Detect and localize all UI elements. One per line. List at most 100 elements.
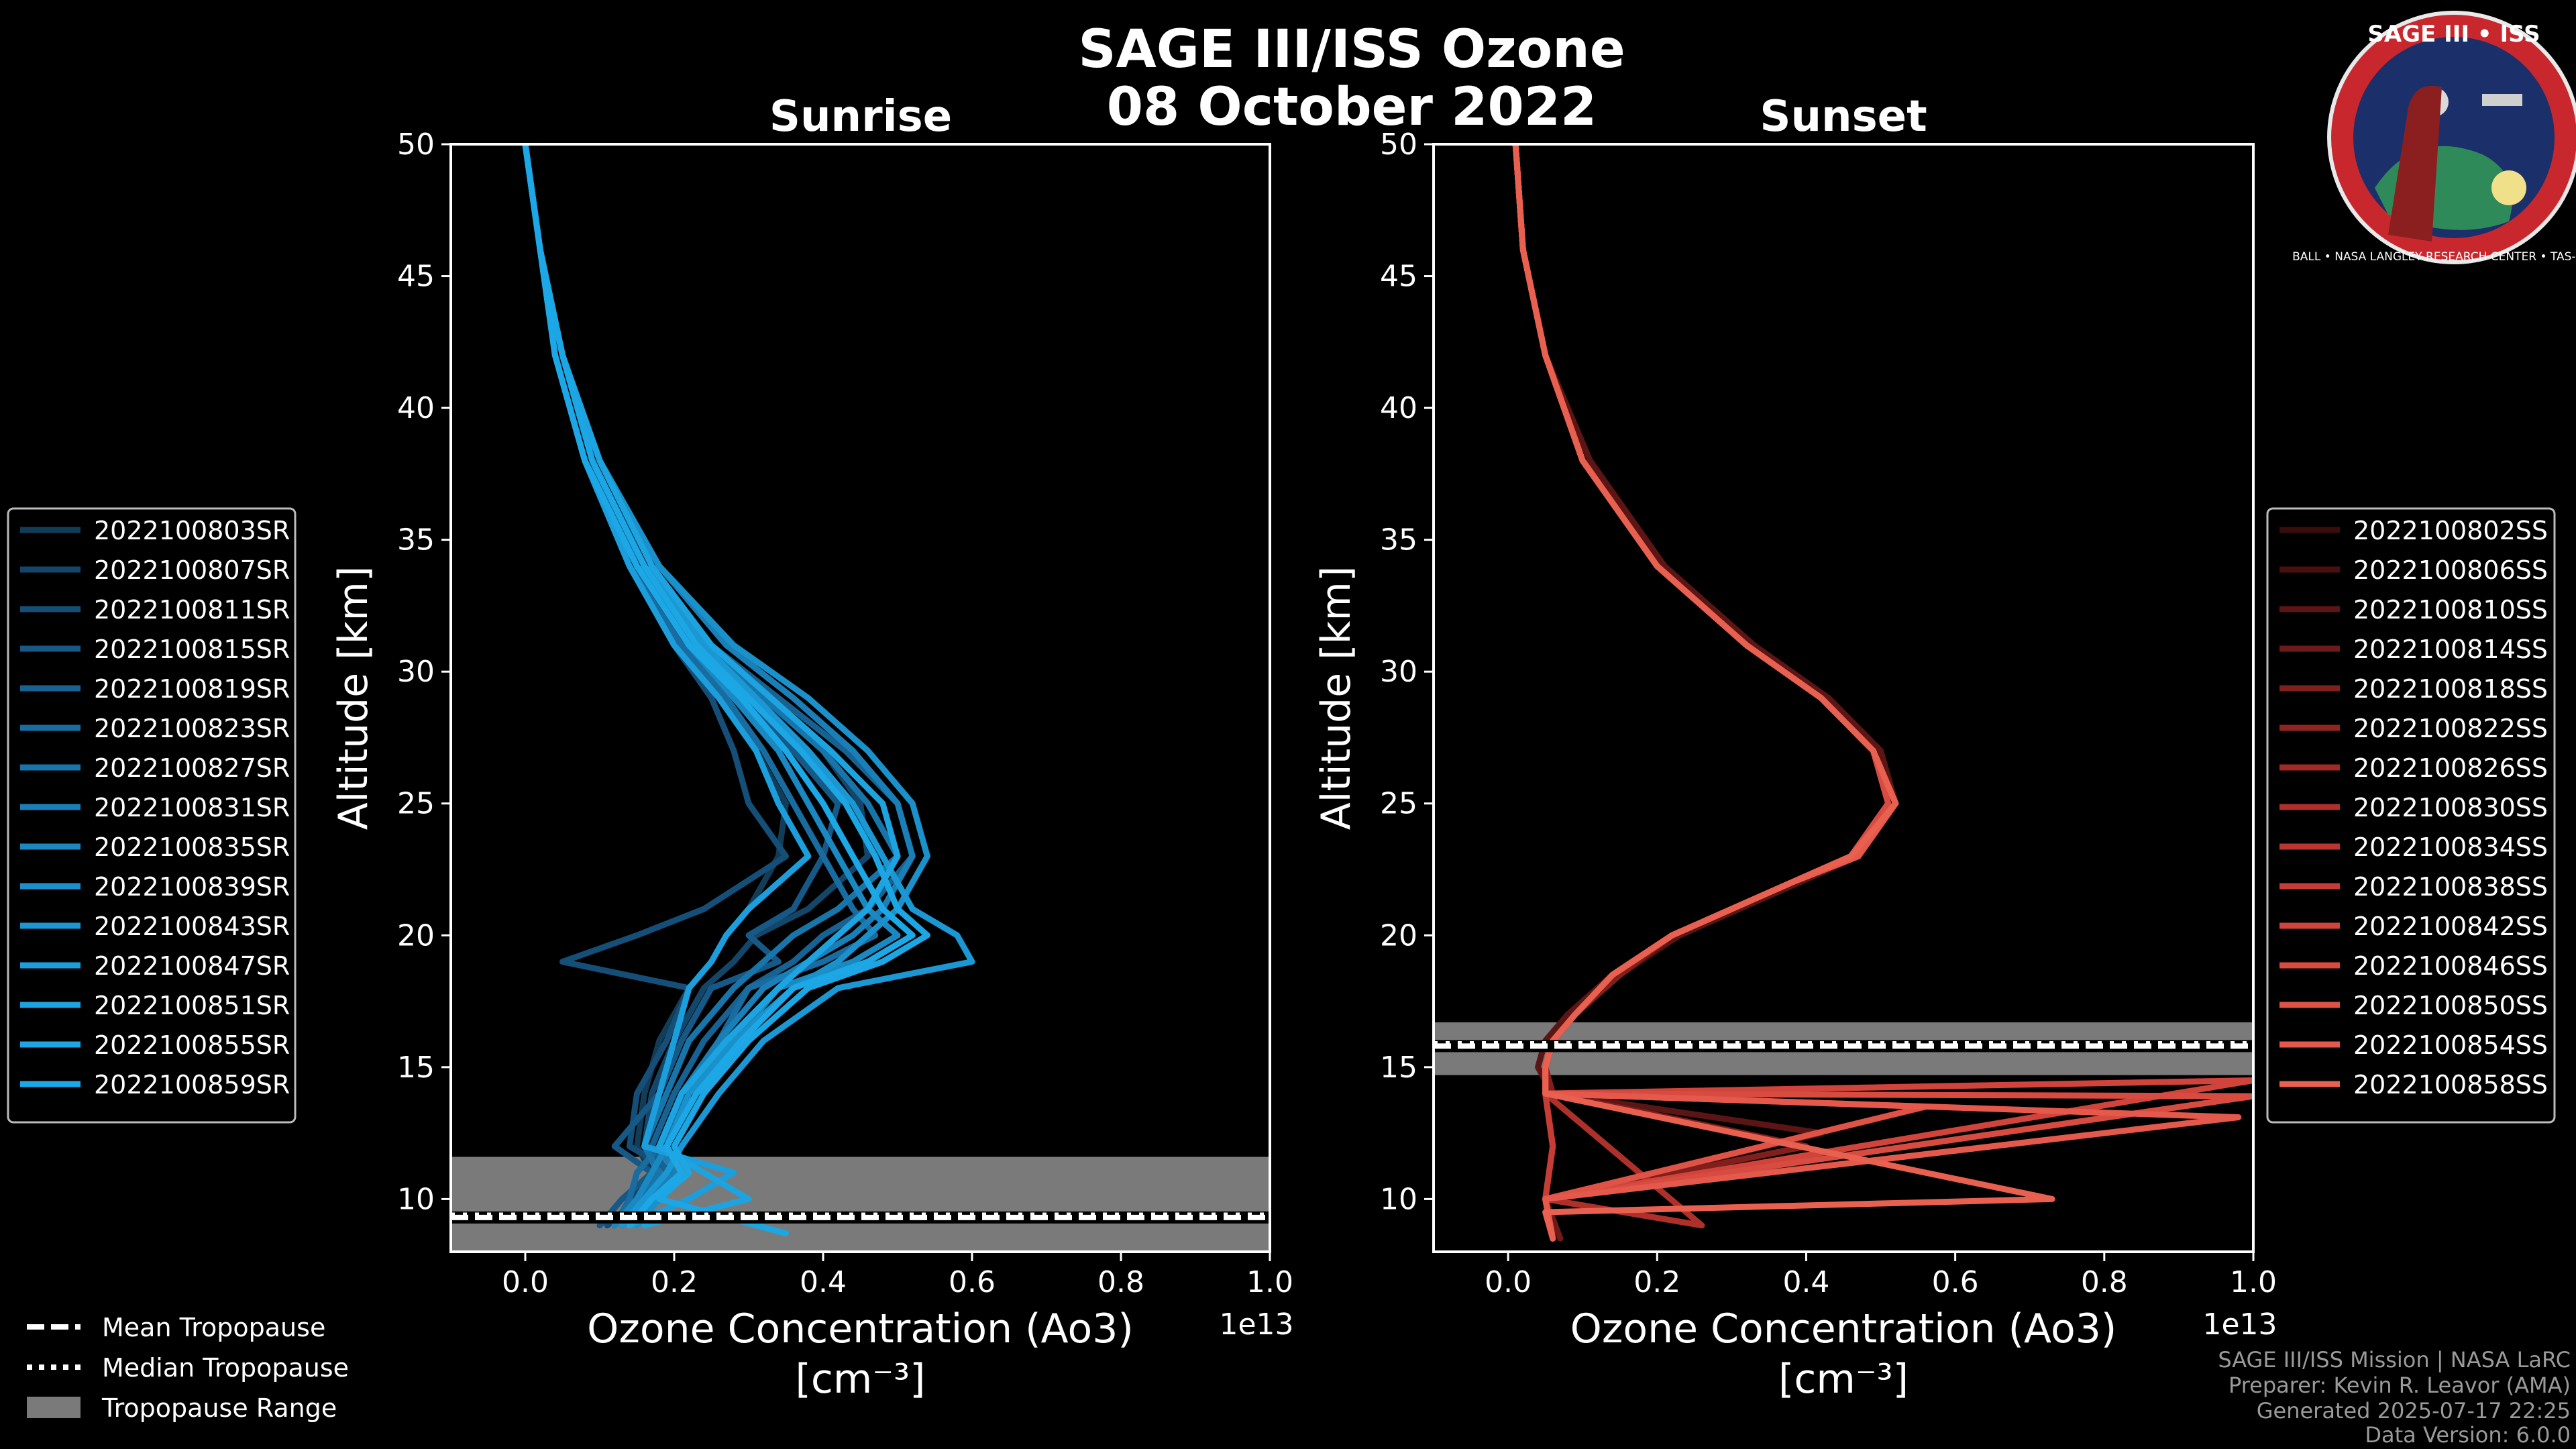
- sunrise-ytick-label: 10: [397, 1182, 435, 1216]
- tropopause-range-swatch: [27, 1397, 80, 1418]
- sunrise-legend-label: 2022100831SR: [94, 793, 290, 822]
- sunrise-xtick-label: 0.2: [651, 1265, 698, 1299]
- sunrise-legend-box: [7, 507, 297, 1124]
- sunrise-xlabel: Ozone Concentration (Ao3): [587, 1305, 1134, 1352]
- sunset-xlabel-units: [cm⁻³]: [1778, 1356, 1909, 1403]
- sunrise-ytick-label: 45: [397, 260, 435, 294]
- sunrise-legend: 2022100803SR 2022100807SR 2022100811SR 2022…: [7, 507, 297, 1124]
- sunrise-plot-area: [451, 144, 1270, 1252]
- credit-generated: Generated 2025-07-17 22:25: [2257, 1398, 2571, 1424]
- sunrise-xlabel-units: [cm⁻³]: [796, 1356, 926, 1403]
- sunrise-ytick-label: 20: [397, 918, 435, 953]
- sunset-legend-label: 2022100818SS: [2353, 674, 2548, 704]
- iss-icon: [2482, 94, 2522, 106]
- sunrise-legend-label: 2022100855SR: [94, 1030, 290, 1060]
- sunset-panel: 0.0 0.2 0.4 0.6 0.8 1.0 10 15 20 25 30 35 40 45 50 1e13…: [1313, 92, 2277, 1403]
- sunset-legend-label: 2022100854SS: [2353, 1030, 2548, 1060]
- sunset-ytick-label: 35: [1380, 523, 1417, 557]
- sunrise-ytick-label: 15: [397, 1051, 435, 1085]
- sunset-ylabel: Altitude [km]: [1313, 566, 1360, 830]
- sunrise-xtick-label: 0.8: [1097, 1265, 1144, 1299]
- logo-ring-text: BALL • NASA LANGLEY RESEARCH CENTER • TA…: [2292, 250, 2576, 264]
- sunset-series-line-2022100858SS: [1512, 144, 2055, 1242]
- sunrise-legend-label: 2022100803SR: [94, 516, 290, 545]
- sunrise-series-line-2022100859SR: [522, 144, 916, 1229]
- sunset-x-scale-factor: 1e13: [2202, 1307, 2277, 1342]
- sunrise-ytick-label: 50: [397, 127, 435, 162]
- sunset-xtick-label: 0.2: [1633, 1265, 1680, 1299]
- sunrise-legend-label: 2022100819SR: [94, 674, 290, 704]
- sunset-plot-area: [1434, 144, 2253, 1242]
- sunrise-legend-label: 2022100823SR: [94, 714, 290, 743]
- figure-date: 08 October 2022: [1107, 77, 1597, 138]
- sunrise-xtick-label: 0.6: [949, 1265, 996, 1299]
- sunset-xtick-label: 1.0: [2230, 1265, 2277, 1299]
- sunset-legend-label: 2022100806SS: [2353, 555, 2548, 585]
- sunset-legend-label: 2022100830SS: [2353, 793, 2548, 822]
- logo-title: SAGE III • ISS: [2367, 21, 2540, 48]
- sunset-ytick-label: 45: [1380, 260, 1417, 294]
- median-tropopause-label: Median Tropopause: [102, 1353, 349, 1383]
- sunrise-ytick-label: 35: [397, 523, 435, 557]
- sunrise-legend-label: 2022100827SR: [94, 753, 290, 783]
- sunrise-series-line-2022100851SR: [522, 144, 901, 1229]
- credit-mission: SAGE III/ISS Mission | NASA LaRC: [2218, 1347, 2571, 1373]
- mean-tropopause-label: Mean Tropopause: [102, 1313, 325, 1342]
- sunset-legend-label: 2022100842SS: [2353, 912, 2548, 941]
- sunset-legend-label: 2022100858SS: [2353, 1070, 2548, 1099]
- sunset-ytick-label: 15: [1380, 1051, 1417, 1085]
- sunrise-legend-label: 2022100811SR: [94, 595, 290, 625]
- sunset-legend-label: 2022100810SS: [2353, 595, 2548, 625]
- sunset-ytick-label: 50: [1380, 127, 1417, 162]
- sunrise-xtick-label: 1.0: [1246, 1265, 1293, 1299]
- sunset-legend-label: 2022100850SS: [2353, 991, 2548, 1020]
- credits: SAGE III/ISS Mission | NASA LaRC Prepare…: [2218, 1347, 2571, 1448]
- figure-title: SAGE III/ISS Ozone: [1078, 19, 1625, 80]
- tropopause-range-label: Tropopause Range: [101, 1393, 337, 1423]
- sunset-xtick-label: 0.6: [1932, 1265, 1979, 1299]
- sunset-legend-label: 2022100826SS: [2353, 753, 2548, 783]
- sunrise-tropopause-range-band: [451, 1157, 1270, 1252]
- sunset-legend-label: 2022100802SS: [2353, 516, 2548, 545]
- sunset-legend-label: 2022100814SS: [2353, 635, 2548, 664]
- sunrise-ytick-label: 25: [397, 787, 435, 821]
- sunrise-legend-label: 2022100835SR: [94, 833, 290, 862]
- sage-iss-mission-logo: SAGE III • ISS BALL • NASA LANGLEY RESEA…: [2292, 11, 2576, 264]
- sunrise-legend-label: 2022100851SR: [94, 991, 290, 1020]
- sunset-legend-box: [2266, 507, 2556, 1124]
- sunrise-legend-label: 2022100843SR: [94, 912, 290, 941]
- sunrise-legend-label: 2022100807SR: [94, 555, 290, 585]
- sunrise-x-scale-factor: 1e13: [1219, 1307, 1293, 1342]
- sunrise-series-line-2022100855SR: [522, 144, 930, 1236]
- sun-icon: [2491, 170, 2526, 205]
- credit-data-version: Data Version: 6.0.0: [2365, 1422, 2571, 1448]
- sunrise-axes-frame: [449, 143, 1271, 1253]
- sunrise-legend-label: 2022100839SR: [94, 872, 290, 902]
- sunrise-title: Sunrise: [769, 92, 952, 142]
- sunrise-ylabel: Altitude [km]: [330, 566, 377, 830]
- sunset-axes-frame: [1432, 143, 2255, 1253]
- sunset-xtick-label: 0.4: [1782, 1265, 1829, 1299]
- sunrise-legend-label: 2022100815SR: [94, 635, 290, 664]
- sunset-legend-label: 2022100822SS: [2353, 714, 2548, 743]
- sunrise-ytick-label: 40: [397, 391, 435, 425]
- sunset-legend-label: 2022100834SS: [2353, 833, 2548, 862]
- sunset-xlabel: Ozone Concentration (Ao3): [1570, 1305, 2117, 1352]
- sunset-ytick-label: 10: [1380, 1182, 1417, 1216]
- sunrise-legend-label: 2022100859SR: [94, 1070, 290, 1099]
- tropopause-legend: Mean Tropopause Median Tropopause Tropop…: [27, 1313, 349, 1423]
- sunset-legend-label: 2022100838SS: [2353, 872, 2548, 902]
- sunset-title: Sunset: [1760, 92, 1927, 142]
- sunset-xtick-label: 0.8: [2081, 1265, 2128, 1299]
- sunset-ytick-label: 40: [1380, 391, 1417, 425]
- sunset-ytick-label: 20: [1380, 918, 1417, 953]
- sunset-ytick-label: 30: [1380, 655, 1417, 689]
- sunset-legend: 2022100802SS 2022100806SS 2022100810SS 2022…: [2266, 507, 2556, 1124]
- credit-preparer: Preparer: Kevin R. Leavor (AMA): [2229, 1373, 2571, 1398]
- sunrise-ytick-label: 30: [397, 655, 435, 689]
- sunset-xtick-label: 0.0: [1485, 1265, 1532, 1299]
- sunset-legend-label: 2022100846SS: [2353, 951, 2548, 981]
- sunset-ytick-label: 25: [1380, 787, 1417, 821]
- sunrise-xtick-label: 0.0: [502, 1265, 549, 1299]
